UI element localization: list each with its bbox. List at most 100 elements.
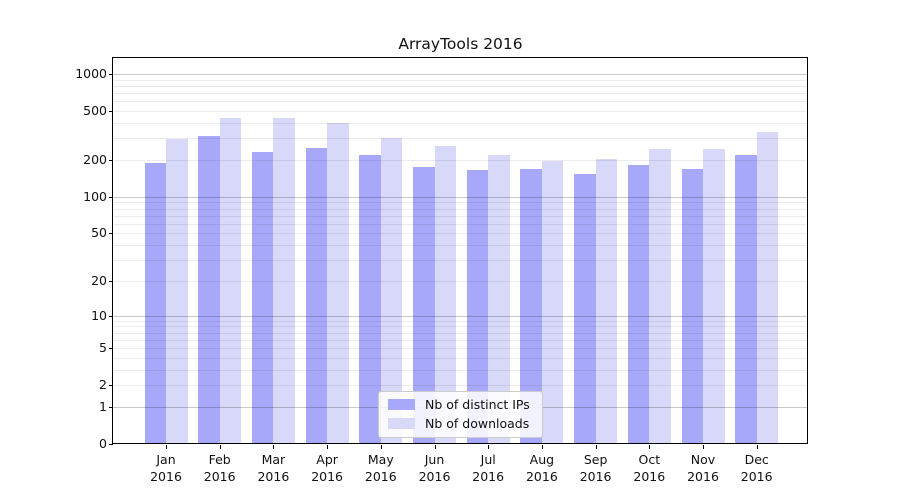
x-tick-jan <box>166 445 167 449</box>
x-tick-label-jun: Jun 2016 <box>418 452 451 484</box>
gridline-50 <box>113 233 808 235</box>
bar-feb-downloads <box>219 118 242 444</box>
gridline-10 <box>113 315 808 317</box>
y-tick-20 <box>109 280 113 282</box>
y-tick-10 <box>109 315 113 317</box>
bar-dec-downloads <box>756 131 779 444</box>
gridline-90 <box>113 202 808 204</box>
bar-jan-downloads <box>166 139 188 444</box>
gridline-2 <box>113 385 808 387</box>
y-tick-100 <box>109 196 113 198</box>
chart-title: ArrayTools 2016 <box>398 35 523 53</box>
gridline-1000 <box>113 74 808 76</box>
gridline-100 <box>113 196 808 198</box>
gridline-8 <box>113 326 808 328</box>
x-tick-label-aug: Aug 2016 <box>525 452 558 484</box>
bar-sep-distinct-ips <box>574 173 596 444</box>
legend: Nb of distinct IPs Nb of downloads <box>378 391 543 438</box>
x-tick-label-jul: Jul 2016 <box>472 452 505 484</box>
gridline-30 <box>113 260 808 262</box>
y-tick-label-1: 1 <box>99 398 107 414</box>
x-tick-feb <box>219 445 221 449</box>
x-tick-label-mar: Mar 2016 <box>257 452 290 484</box>
gridline-5 <box>113 348 808 350</box>
x-tick-mar <box>273 445 275 449</box>
gridline-600 <box>113 101 808 103</box>
y-tick-label-500: 500 <box>83 103 107 119</box>
gridline-800 <box>113 85 808 87</box>
gridline-3 <box>113 369 808 371</box>
bar-oct-downloads <box>649 149 671 444</box>
y-tick-label-50: 50 <box>91 225 107 241</box>
y-tick-50 <box>109 233 113 235</box>
bar-aug-downloads <box>541 160 564 444</box>
gridline-7 <box>113 332 808 334</box>
bar-jul-downloads <box>488 155 510 444</box>
gridline-4 <box>113 357 808 359</box>
gridline-300 <box>113 138 808 140</box>
x-tick-label-may: May 2016 <box>364 452 397 484</box>
bar-apr-distinct-ips <box>305 147 328 444</box>
x-tick-apr <box>327 445 329 449</box>
bar-mar-distinct-ips <box>251 152 274 444</box>
legend-label-downloads: Nb of downloads <box>425 416 530 431</box>
bar-dec-distinct-ips <box>735 154 757 444</box>
gridline-700 <box>113 93 808 95</box>
gridline-9 <box>113 320 808 322</box>
gridline-500 <box>113 111 808 113</box>
bar-nov-distinct-ips <box>681 168 703 444</box>
y-tick-label-100: 100 <box>83 188 107 204</box>
plot-area <box>113 58 808 444</box>
legend-label-distinct-ips: Nb of distinct IPs <box>425 397 530 412</box>
bar-jun-distinct-ips <box>413 166 435 444</box>
y-tick-500 <box>109 111 113 113</box>
gridline-900 <box>113 79 808 81</box>
x-tick-dec <box>756 445 758 449</box>
gridline-80 <box>113 208 808 210</box>
bar-feb-distinct-ips <box>198 135 220 444</box>
x-tick-may <box>380 445 382 449</box>
y-tick-label-1000: 1000 <box>75 66 107 82</box>
gridline-70 <box>113 215 808 217</box>
bar-jan-distinct-ips <box>144 162 166 444</box>
bar-mar-downloads <box>273 117 295 444</box>
x-tick-label-dec: Dec 2016 <box>740 452 773 484</box>
x-tick-label-oct: Oct 2016 <box>633 452 666 484</box>
legend-swatch-distinct-ips <box>388 399 415 410</box>
y-tick-0 <box>109 444 113 445</box>
y-tick-label-5: 5 <box>99 340 107 356</box>
x-tick-label-apr: Apr 2016 <box>311 452 343 484</box>
bar-may-downloads <box>380 138 403 444</box>
x-tick-jun <box>434 445 436 449</box>
y-tick-label-200: 200 <box>83 152 107 168</box>
y-tick-1000 <box>109 74 113 76</box>
legend-item-distinct-ips: Nb of distinct IPs <box>388 397 530 412</box>
y-tick-5 <box>109 348 113 350</box>
legend-item-downloads: Nb of downloads <box>388 416 530 431</box>
x-tick-oct <box>649 445 651 449</box>
bar-jun-downloads <box>434 145 456 444</box>
bar-apr-downloads <box>327 123 349 444</box>
bar-sep-downloads <box>595 158 618 444</box>
bar-nov-downloads <box>703 148 725 444</box>
x-tick-label-feb: Feb 2016 <box>203 452 236 484</box>
legend-swatch-downloads <box>388 418 415 429</box>
bar-aug-distinct-ips <box>520 168 542 444</box>
gridline-6 <box>113 339 808 341</box>
y-tick-label-10: 10 <box>91 307 107 323</box>
bar-may-distinct-ips <box>359 155 381 444</box>
gridline-200 <box>113 160 808 162</box>
gridline-20 <box>113 280 808 282</box>
gridline-400 <box>113 123 808 125</box>
x-tick-nov <box>703 445 704 449</box>
y-tick-label-0: 0 <box>99 436 107 451</box>
x-tick-aug <box>541 445 543 449</box>
gridline-40 <box>113 245 808 247</box>
x-tick-label-nov: Nov 2016 <box>687 452 719 484</box>
x-tick-jul <box>488 445 490 449</box>
y-tick-200 <box>109 160 113 162</box>
bar-oct-distinct-ips <box>627 165 650 444</box>
y-tick-2 <box>109 385 113 387</box>
bar-jul-distinct-ips <box>466 170 489 444</box>
